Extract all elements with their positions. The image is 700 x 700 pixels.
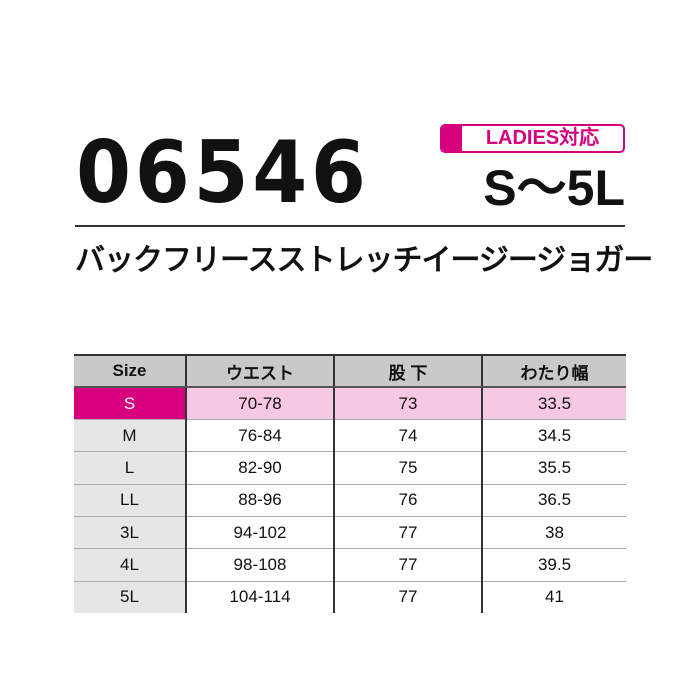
thigh-cell: 39.5 (481, 548, 626, 582)
ladies-badge: LADIES対応 (440, 124, 625, 153)
inseam-cell: 75 (333, 451, 482, 485)
header-size: Size (74, 353, 186, 389)
waist-cell: 70-78 (185, 387, 334, 421)
table-header-row: Size ウエスト 股 下 わたり幅 (74, 353, 626, 389)
size-table: Size ウエスト 股 下 わたり幅 S 70-78 73 33.5 M 76-84 74 3… (74, 353, 626, 614)
waist-cell: 76-84 (185, 419, 334, 453)
thigh-cell: 38 (481, 516, 626, 550)
badge-label: LADIES対応 (485, 127, 600, 149)
waist-cell: 82-90 (185, 451, 334, 485)
size-cell: L (74, 451, 186, 485)
waist-cell: 88-96 (185, 484, 334, 517)
product-name: バックフリースストレッチイージージョガー (75, 244, 653, 277)
table-row: 3L 94-102 77 38 (74, 516, 626, 550)
divider (75, 225, 625, 227)
thigh-cell: 35.5 (481, 451, 626, 485)
thigh-cell: 33.5 (481, 387, 626, 421)
header-thigh: わたり幅 (481, 353, 626, 389)
header-inseam: 股 下 (333, 353, 482, 389)
size-cell: 5L (74, 581, 186, 614)
table-row: S 70-78 73 33.5 (74, 387, 626, 421)
waist-cell: 98-108 (185, 548, 334, 582)
thigh-cell: 41 (481, 581, 626, 614)
size-cell: M (74, 419, 186, 453)
inseam-cell: 76 (333, 484, 482, 517)
inseam-cell: 77 (333, 581, 482, 614)
thigh-cell: 36.5 (481, 484, 626, 517)
size-cell: 3L (74, 516, 186, 550)
table-row: 5L 104-114 77 41 (74, 581, 626, 614)
table-row: LL 88-96 76 36.5 (74, 484, 626, 517)
inseam-cell: 77 (333, 548, 482, 582)
product-code: 06546 (76, 123, 370, 223)
size-range: S〜5L (483, 160, 625, 216)
inseam-cell: 74 (333, 419, 482, 453)
inseam-cell: 73 (333, 387, 482, 421)
thigh-cell: 34.5 (481, 419, 626, 453)
size-cell: LL (74, 484, 186, 517)
badge-accent-bar (442, 126, 462, 151)
table-row: L 82-90 75 35.5 (74, 451, 626, 485)
inseam-cell: 77 (333, 516, 482, 550)
header-waist: ウエスト (185, 353, 334, 389)
waist-cell: 94-102 (185, 516, 334, 550)
table-row: M 76-84 74 34.5 (74, 419, 626, 453)
waist-cell: 104-114 (185, 581, 334, 614)
table-row: 4L 98-108 77 39.5 (74, 548, 626, 582)
size-cell: S (74, 387, 186, 421)
size-cell: 4L (74, 548, 186, 582)
